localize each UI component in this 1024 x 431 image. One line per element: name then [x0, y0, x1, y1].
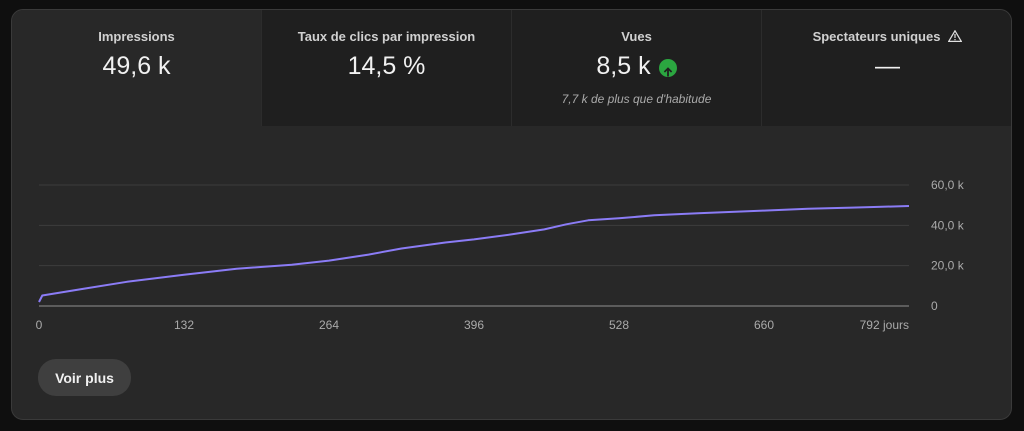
- impressions-line-chart: 0 20,0 k 40,0 k 60,0 k 0 132 264 396 528 660 792 j…: [36, 178, 965, 332]
- tab-impressions[interactable]: Impressions 49,6 k: [12, 10, 262, 126]
- y-tick-label: 20,0 k: [931, 259, 965, 273]
- impressions-series-line: [38, 205, 910, 303]
- y-tick-label: 40,0 k: [931, 218, 965, 232]
- tab-subtext: 7,7 k de plus que d'habitude: [561, 92, 712, 106]
- x-tick-label: 0: [36, 318, 43, 332]
- tab-ctr[interactable]: Taux de clics par impression 14,5 %: [262, 10, 512, 126]
- tab-title: Impressions: [98, 29, 175, 44]
- tab-value: 8,5 k: [596, 52, 651, 80]
- x-tick-label: 792 jours: [860, 318, 909, 332]
- value-row: 8,5 k: [596, 52, 677, 81]
- tab-unique-viewers[interactable]: Spectateurs uniques —: [762, 10, 1011, 126]
- tab-value-wrap: 8,5 k: [512, 52, 761, 81]
- tab-title: Spectateurs uniques: [812, 29, 941, 44]
- tab-title: Taux de clics par impression: [297, 29, 476, 44]
- x-tick-label: 660: [754, 318, 774, 332]
- tab-value: —: [875, 52, 900, 80]
- x-tick-label: 396: [464, 318, 484, 332]
- x-tick-label: 264: [319, 318, 339, 332]
- x-tick-label: 132: [174, 318, 194, 332]
- arrow-up-circle-icon: [658, 58, 677, 77]
- tab-title-wrap: Spectateurs uniques: [762, 29, 1011, 44]
- y-tick-label: 60,0 k: [931, 178, 965, 192]
- warning-icon[interactable]: [948, 29, 963, 42]
- metric-tabs: Impressions 49,6 k Taux de clics par imp…: [12, 10, 1011, 126]
- tab-value: 49,6 k: [102, 52, 171, 80]
- see-more-button[interactable]: Voir plus: [38, 359, 131, 396]
- x-tick-label: 528: [609, 318, 629, 332]
- y-tick-label: 0: [931, 299, 938, 313]
- tab-value: 14,5 %: [347, 52, 426, 80]
- tab-views[interactable]: Vues 8,5 k 7,7 k de plus que d'habitude: [512, 10, 762, 126]
- tab-title: Vues: [621, 29, 652, 44]
- analytics-card: Impressions 49,6 k Taux de clics par imp…: [11, 9, 1012, 420]
